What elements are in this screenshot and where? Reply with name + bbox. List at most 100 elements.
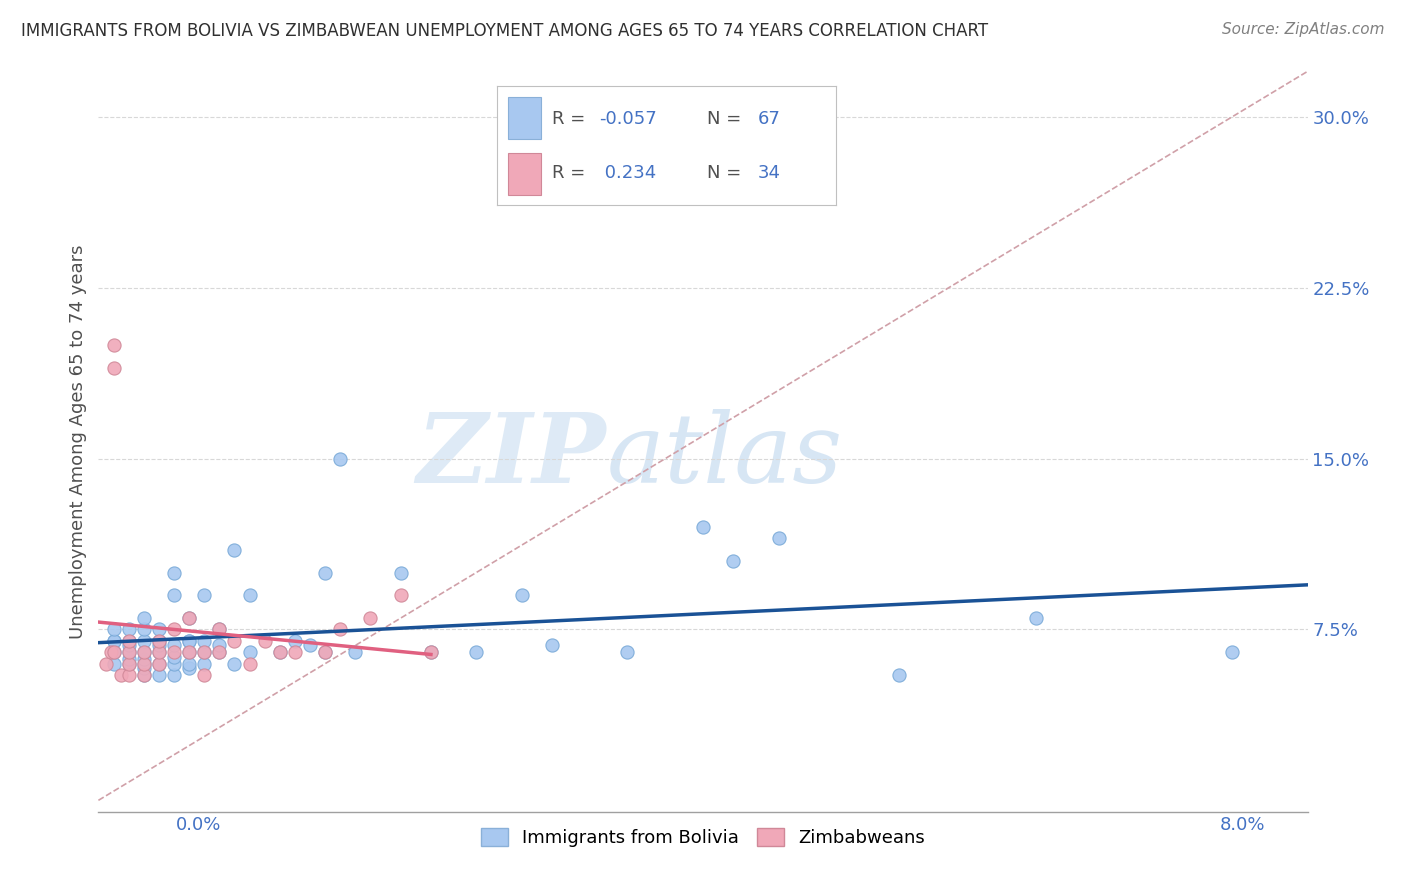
Point <box>103 645 125 659</box>
Point <box>208 623 231 637</box>
Point <box>208 645 231 659</box>
Point <box>179 661 201 675</box>
Text: 8.0%: 8.0% <box>1220 816 1265 834</box>
Point <box>420 645 443 659</box>
Point <box>148 645 170 659</box>
Point <box>118 645 141 659</box>
Point <box>132 668 155 682</box>
Point <box>118 657 141 671</box>
Point <box>118 652 141 666</box>
Point <box>284 645 307 659</box>
Point <box>193 588 215 602</box>
Point <box>118 668 141 682</box>
Text: 0.0%: 0.0% <box>176 816 221 834</box>
Point <box>148 633 170 648</box>
Point <box>132 633 155 648</box>
Point <box>163 588 186 602</box>
Point <box>179 645 201 659</box>
Point <box>269 645 291 659</box>
Point <box>360 611 382 625</box>
Point <box>132 645 155 659</box>
Point <box>103 657 125 671</box>
Point <box>329 451 352 466</box>
Point <box>118 633 141 648</box>
Point <box>103 645 125 659</box>
Point <box>163 657 186 671</box>
Point <box>193 645 215 659</box>
Point <box>239 645 262 659</box>
Point <box>163 649 186 664</box>
Point <box>284 633 307 648</box>
Point <box>314 645 336 659</box>
Text: ZIP: ZIP <box>416 409 606 503</box>
Point <box>329 623 352 637</box>
Point <box>148 668 170 682</box>
Point <box>118 633 141 648</box>
Point <box>179 611 201 625</box>
Point <box>239 657 262 671</box>
Point <box>118 623 141 637</box>
Point <box>103 337 125 351</box>
Y-axis label: Unemployment Among Ages 65 to 74 years: Unemployment Among Ages 65 to 74 years <box>69 244 87 639</box>
Point <box>314 566 336 580</box>
Point <box>118 657 141 671</box>
Point <box>132 645 155 659</box>
Point <box>1220 645 1243 659</box>
Point <box>179 633 201 648</box>
Point <box>540 639 562 653</box>
Point <box>239 588 262 602</box>
Point <box>208 623 231 637</box>
Point <box>148 623 170 637</box>
Point <box>103 623 125 637</box>
Point <box>132 661 155 675</box>
Point <box>94 657 117 671</box>
Point <box>299 639 322 653</box>
Point <box>132 657 155 671</box>
Point <box>179 633 201 648</box>
Point <box>465 645 488 659</box>
Point <box>163 623 186 637</box>
Point <box>193 657 215 671</box>
Point <box>616 645 638 659</box>
Point <box>193 645 215 659</box>
Point <box>224 633 246 648</box>
Point <box>132 657 155 671</box>
Point <box>148 633 170 648</box>
Point <box>208 645 231 659</box>
Point <box>132 652 155 666</box>
Point <box>269 645 291 659</box>
Point <box>148 657 170 671</box>
Point <box>193 668 215 682</box>
Point <box>118 645 141 659</box>
Point <box>224 657 246 671</box>
Point <box>723 554 745 568</box>
Point <box>193 633 215 648</box>
Point <box>148 639 170 653</box>
Point <box>420 645 443 659</box>
Point <box>179 657 201 671</box>
Point <box>692 520 714 534</box>
Point <box>163 639 186 653</box>
Point <box>103 360 125 375</box>
Point <box>768 532 790 546</box>
Point <box>163 645 186 659</box>
Point <box>118 639 141 653</box>
Point <box>148 657 170 671</box>
Point <box>100 645 122 659</box>
Point <box>103 633 125 648</box>
Point <box>132 623 155 637</box>
Point <box>889 668 911 682</box>
Point <box>179 645 201 659</box>
Point <box>103 633 125 648</box>
Point <box>224 542 246 557</box>
Point <box>208 639 231 653</box>
Point <box>110 668 132 682</box>
Point <box>132 611 155 625</box>
Point <box>510 588 533 602</box>
Point <box>179 611 201 625</box>
Point <box>132 668 155 682</box>
Point <box>1025 611 1047 625</box>
Text: Source: ZipAtlas.com: Source: ZipAtlas.com <box>1222 22 1385 37</box>
Legend: Immigrants from Bolivia, Zimbabweans: Immigrants from Bolivia, Zimbabweans <box>474 821 932 855</box>
Text: atlas: atlas <box>606 409 842 503</box>
